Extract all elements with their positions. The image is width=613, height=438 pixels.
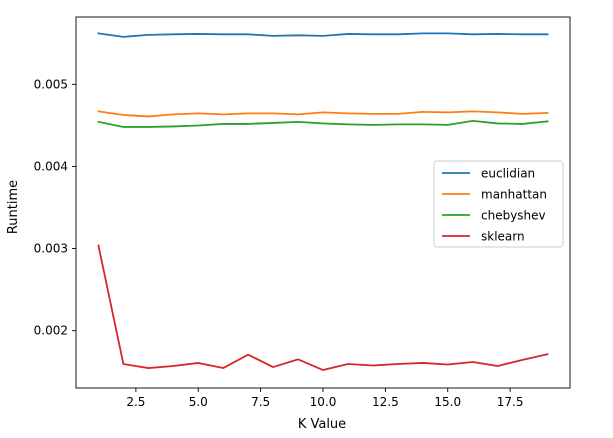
- x-axis-label: K Value: [298, 417, 346, 432]
- legend-box: [433, 160, 564, 248]
- y-tick-label: 0.005: [34, 77, 68, 91]
- x-tick-label: 15.0: [434, 395, 461, 409]
- legend-label-chebyshev: chebyshev: [481, 209, 546, 223]
- x-tick-label: 10.0: [310, 395, 337, 409]
- x-tick-label: 12.5: [372, 395, 399, 409]
- y-axis-ticks: 0.002 0.003 0.004 0.005: [34, 77, 76, 338]
- legend-label-manhattan: manhattan: [481, 188, 547, 202]
- y-tick-label: 0.003: [34, 242, 68, 256]
- series-line-manhattan: [97, 110, 549, 118]
- x-tick-label: 17.5: [497, 395, 524, 409]
- legend-label-sklearn: sklearn: [481, 230, 525, 244]
- series-line-chebyshev: [97, 119, 549, 128]
- y-tick-label: 0.002: [34, 324, 68, 338]
- series-line-sklearn: [97, 244, 549, 371]
- plot-area: [75, 16, 571, 389]
- y-tick-label: 0.004: [34, 159, 68, 173]
- x-tick-label: 7.5: [251, 395, 270, 409]
- series-line-euclidian: [97, 32, 549, 38]
- series-layer: [97, 32, 549, 371]
- x-tick-label: 2.5: [126, 395, 145, 409]
- legend-label-euclidian: euclidian: [481, 167, 535, 181]
- x-tick-label: 5.0: [189, 395, 208, 409]
- legend: euclidian manhattan chebyshev sklearn: [433, 160, 564, 248]
- x-axis-ticks: 2.5 5.0 7.5 10.0 12.5 15.0 17.5: [126, 388, 523, 409]
- y-axis-label: Runtime: [6, 180, 21, 234]
